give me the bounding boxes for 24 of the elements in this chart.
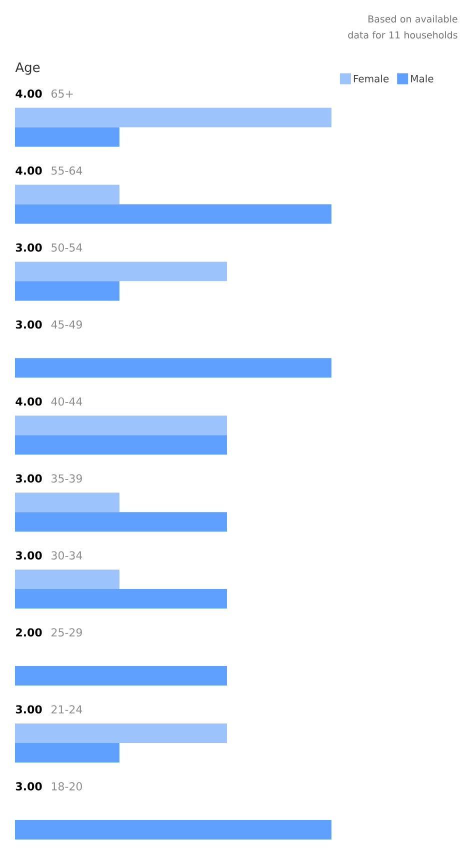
annotation: 4.00 [16, 166, 42, 175]
annotation: 3.00 [16, 474, 42, 483]
y-tick-label: 30-34 [52, 551, 82, 560]
legend-label: Male [411, 74, 434, 82]
annotation: 3.00 [16, 782, 42, 790]
y-tick-label: 40-44 [51, 397, 82, 406]
annotation: 3.00 [16, 551, 42, 560]
y-axis-title: Age [15, 62, 40, 75]
annotation: 4.00 [16, 397, 42, 406]
y-tick-label: 35-39 [52, 474, 82, 483]
y-tick-label: 18-20 [52, 782, 82, 790]
annotation: 4.00 [16, 89, 42, 98]
annotation: 3.00 [16, 320, 42, 329]
annotation: 2.00 [16, 628, 42, 637]
y-tick-label: 25-29 [52, 628, 82, 637]
text: Based on available data for 11 households [348, 15, 458, 39]
y-tick-label: 45-49 [51, 320, 82, 329]
y-tick-label: 65+ [52, 89, 73, 98]
legend-label: Female [354, 74, 389, 82]
y-tick-label: 50-54 [52, 243, 82, 252]
y-tick-label: 21-24 [52, 705, 82, 714]
annotation: 3.00 [16, 705, 42, 714]
y-tick-label: 55-64 [52, 166, 82, 175]
annotation: 3.00 [16, 243, 42, 252]
